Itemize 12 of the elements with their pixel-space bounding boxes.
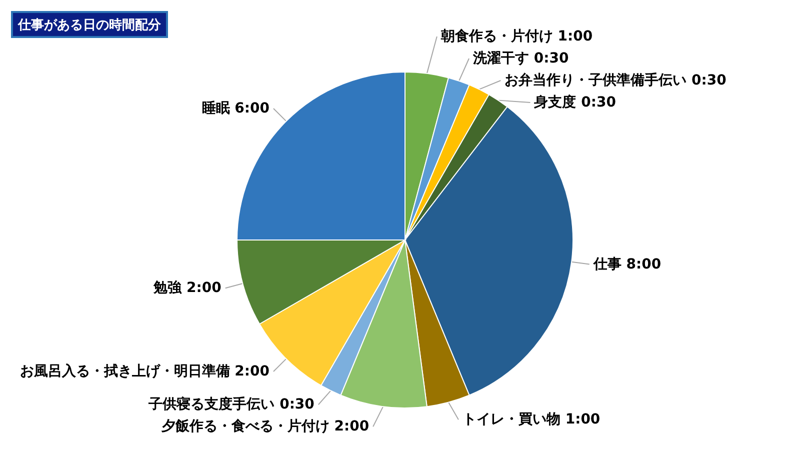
slice-label: 仕事 8:00	[592, 256, 662, 272]
slice-label: トイレ・買い物 1:00	[462, 412, 600, 428]
chart-title: 仕事がある日の時間配分	[17, 18, 162, 33]
slice-label: 子供寝る支度手伝い 0:30	[148, 396, 315, 413]
slice-label: お風呂入る・拭き上げ・明日準備 2:00	[20, 364, 270, 380]
slice-label: 睡眠 6:00	[202, 100, 270, 116]
slice-label: 洗濯干す 0:30	[472, 50, 569, 66]
slice-label: 勉強 2:00	[152, 280, 222, 296]
slice-label: お弁当作り・子供準備手伝い 0:30	[504, 72, 727, 88]
slice-label: 朝食作る・片付け 1:00	[440, 28, 593, 45]
slice-label: 夕飯作る・食べる・片付け 2:00	[160, 418, 370, 435]
slice-label: 身支度 0:30	[533, 93, 616, 110]
